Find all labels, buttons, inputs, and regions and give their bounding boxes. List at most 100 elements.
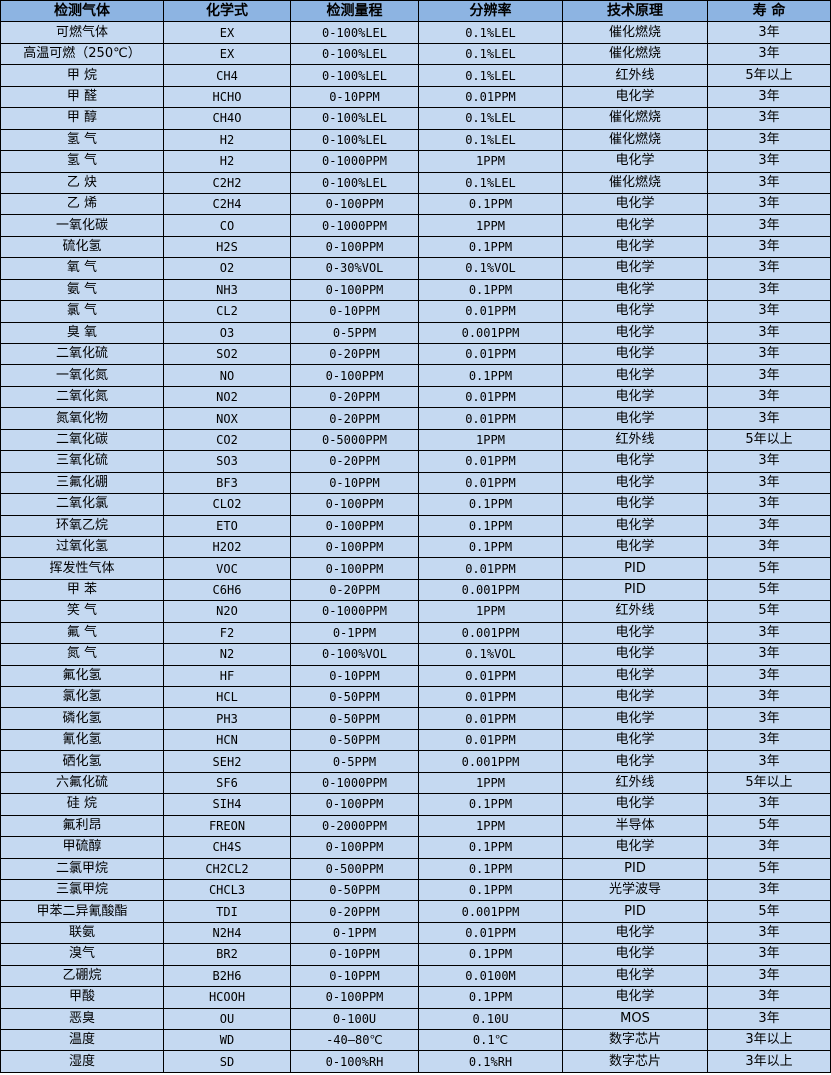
detection-range-cell: 0-50PPM xyxy=(290,728,419,752)
header-range: 检测量程 xyxy=(290,0,419,23)
chemical-formula-cell: CL2 xyxy=(163,300,291,323)
detection-range-cell: 0-50PPM xyxy=(290,685,419,709)
table-row: 甲 醇 CH4O 0-100%LEL 0.1%LEL 催化燃烧 3年 xyxy=(0,107,831,130)
detection-range-cell: 0-100PPM xyxy=(290,793,419,816)
chemical-formula-cell: N2O xyxy=(163,600,291,623)
detection-range-cell: 0-100%RH xyxy=(290,1050,419,1073)
header-gas: 检测气体 xyxy=(0,0,164,23)
detection-range-cell: 0-100PPM xyxy=(290,986,419,1009)
principle-cell: 电化学 xyxy=(562,964,708,988)
table-row: 二氧化碳 CO2 0-5000PPM 1PPM 红外线 5年以上 xyxy=(0,428,831,452)
principle-cell: 电化学 xyxy=(562,300,708,323)
gas-name-cell: 二氧化氯 xyxy=(0,493,164,516)
chemical-formula-cell: PH3 xyxy=(163,707,291,730)
table-row: 二氧化氯 CLO2 0-100PPM 0.1PPM 电化学 3年 xyxy=(0,493,831,516)
table-row: 氟利昂 FREON 0-2000PPM 1PPM 半导体 5年 xyxy=(0,814,831,838)
principle-cell: 半导体 xyxy=(562,814,708,838)
detection-range-cell: 0-50PPM xyxy=(290,878,419,902)
detection-range-cell: 0-100PPM xyxy=(290,535,419,559)
gas-name-cell: 二氯甲烷 xyxy=(0,857,164,880)
principle-cell: 电化学 xyxy=(562,385,708,409)
chemical-formula-cell: CH4S xyxy=(163,836,291,859)
resolution-cell: 0.01PPM xyxy=(418,707,563,730)
principle-cell: 电化学 xyxy=(562,342,708,366)
lifespan-cell: 3年 xyxy=(707,321,831,345)
gas-name-cell: 环氧乙烷 xyxy=(0,514,164,537)
table-row: 甲 苯 C6H6 0-20PPM 0.001PPM PID 5年 xyxy=(0,578,831,602)
resolution-cell: 0.01PPM xyxy=(418,921,563,945)
table-row: 氧 气 O2 0-30%VOL 0.1%VOL 电化学 3年 xyxy=(0,257,831,280)
lifespan-cell: 3年 xyxy=(707,836,831,859)
principle-cell: 电化学 xyxy=(562,793,708,816)
principle-cell: 电化学 xyxy=(562,643,708,666)
table-row: 笑 气 N2O 0-1000PPM 1PPM 红外线 5年 xyxy=(0,600,831,623)
gas-name-cell: 三氟化硼 xyxy=(0,471,164,495)
detection-range-cell: 0-10PPM xyxy=(290,85,419,109)
resolution-cell: 0.1PPM xyxy=(418,535,563,559)
detection-range-cell: 0-1000PPM xyxy=(290,600,419,623)
lifespan-cell: 3年 xyxy=(707,964,831,988)
principle-cell: 电化学 xyxy=(562,493,708,516)
resolution-cell: 1PPM xyxy=(418,600,563,623)
resolution-cell: 0.01PPM xyxy=(418,300,563,323)
gas-name-cell: 联氨 xyxy=(0,921,164,945)
lifespan-cell: 3年 xyxy=(707,342,831,366)
header-row: 检测气体 化学式 检测量程 分辨率 技术原理寿 命 xyxy=(0,0,831,23)
principle-cell: 电化学 xyxy=(562,750,708,773)
table-row: 挥发性气体 VOC 0-100PPM 0.01PPM PID 5年 xyxy=(0,557,831,580)
detection-range-cell: 0-100%LEL xyxy=(290,42,419,66)
resolution-cell: 0.01PPM xyxy=(418,557,563,580)
chemical-formula-cell: TDI xyxy=(163,900,291,923)
detection-range-cell: 0-1000PPM xyxy=(290,771,419,795)
detection-range-cell: 0-2000PPM xyxy=(290,814,419,838)
lifespan-cell: 5年 xyxy=(707,857,831,880)
table-row: 乙硼烷 B2H6 0-10PPM 0.0100M 电化学 3年 xyxy=(0,964,831,988)
lifespan-cell: 5年以上 xyxy=(707,428,831,452)
chemical-formula-cell: OU xyxy=(163,1007,291,1031)
lifespan-cell: 3年 xyxy=(707,171,831,194)
table-row: 氢 气 H2 0-100%LEL 0.1%LEL 催化燃烧 3年 xyxy=(0,128,831,152)
resolution-cell: 0.1PPM xyxy=(418,278,563,302)
lifespan-cell: 5年以上 xyxy=(707,64,831,87)
table-row: 硫化氢 H2S 0-100PPM 0.1PPM 电化学 3年 xyxy=(0,235,831,259)
lifespan-cell: 3年 xyxy=(707,621,831,645)
detection-range-cell: 0-10PPM xyxy=(290,664,419,688)
resolution-cell: 0.01PPM xyxy=(418,728,563,752)
principle-cell: 电化学 xyxy=(562,364,708,387)
resolution-cell: 0.1PPM xyxy=(418,364,563,387)
lifespan-cell: 3年 xyxy=(707,407,831,430)
chemical-formula-cell: SF6 xyxy=(163,771,291,795)
lifespan-cell: 5年 xyxy=(707,900,831,923)
gas-name-cell: 挥发性气体 xyxy=(0,557,164,580)
chemical-formula-cell: EX xyxy=(163,21,291,44)
gas-name-cell: 氯 气 xyxy=(0,300,164,323)
chemical-formula-cell: N2 xyxy=(163,643,291,666)
principle-cell: 电化学 xyxy=(562,728,708,752)
chemical-formula-cell: SD xyxy=(163,1050,291,1073)
gas-name-cell: 甲 醛 xyxy=(0,85,164,109)
lifespan-cell: 3年 xyxy=(707,878,831,902)
chemical-formula-cell: HF xyxy=(163,664,291,688)
resolution-cell: 0.001PPM xyxy=(418,750,563,773)
principle-cell: 电化学 xyxy=(562,278,708,302)
table-row: 氮 气 N2 0-100%VOL 0.1%VOL 电化学 3年 xyxy=(0,643,831,666)
gas-name-cell: 臭 氧 xyxy=(0,321,164,345)
principle-cell: PID xyxy=(562,557,708,580)
chemical-formula-cell: SEH2 xyxy=(163,750,291,773)
chemical-formula-cell: CHCL3 xyxy=(163,878,291,902)
table-row: 磷化氢 PH3 0-50PPM 0.01PPM 电化学 3年 xyxy=(0,707,831,730)
table-row: 三氟化硼 BF3 0-10PPM 0.01PPM 电化学 3年 xyxy=(0,471,831,495)
chemical-formula-cell: C2H2 xyxy=(163,171,291,194)
chemical-formula-cell: NH3 xyxy=(163,278,291,302)
gas-name-cell: 一氧化氮 xyxy=(0,364,164,387)
resolution-cell: 0.1%LEL xyxy=(418,64,563,87)
detection-range-cell: 0-10PPM xyxy=(290,964,419,988)
lifespan-cell: 3年 xyxy=(707,85,831,109)
detection-range-cell: 0-20PPM xyxy=(290,385,419,409)
table-row: 氟化氢 HF 0-10PPM 0.01PPM 电化学 3年 xyxy=(0,664,831,688)
resolution-cell: 0.1PPM xyxy=(418,192,563,216)
resolution-cell: 0.1%LEL xyxy=(418,128,563,152)
gas-name-cell: 三氧化硫 xyxy=(0,450,164,473)
table-row: 乙 烯 C2H4 0-100PPM 0.1PPM 电化学 3年 xyxy=(0,192,831,216)
